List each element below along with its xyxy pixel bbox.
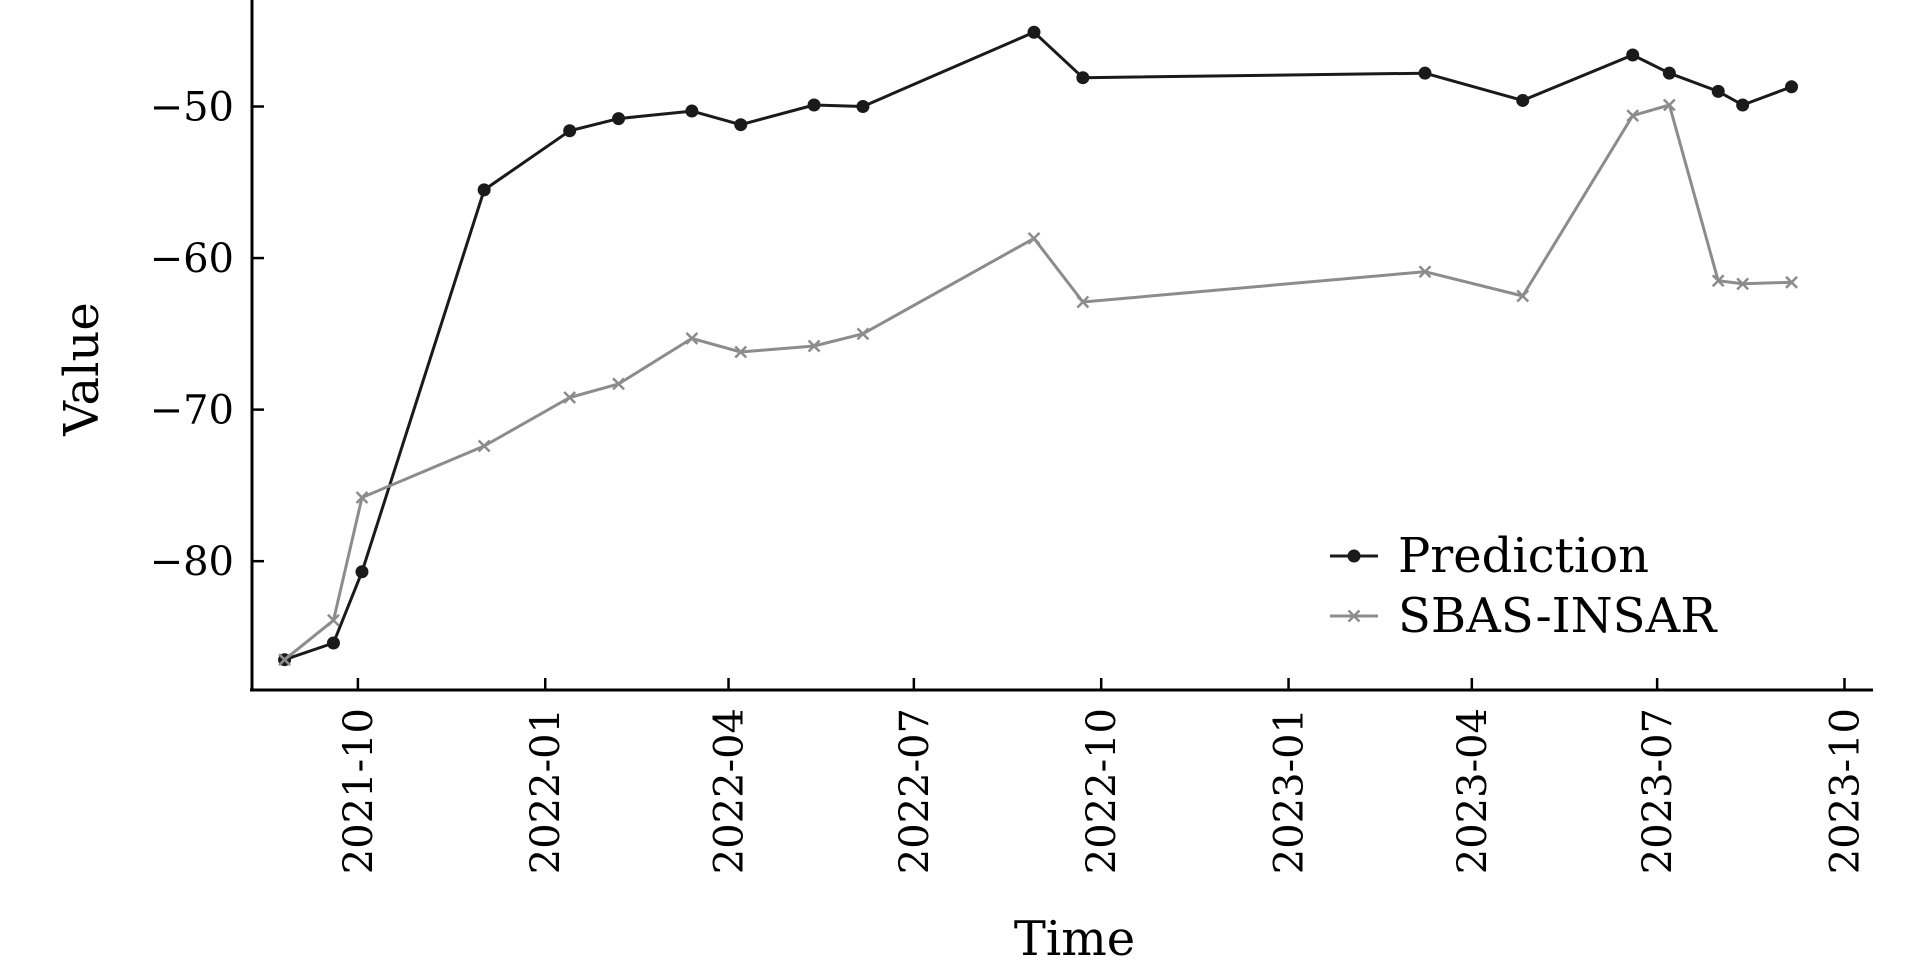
data-point bbox=[1027, 25, 1041, 39]
data-point bbox=[807, 98, 821, 112]
y-axis-ticks: −80 −70 −60 −50 bbox=[150, 85, 264, 585]
series-prediction bbox=[278, 25, 1799, 667]
x-tick-label: 2022-01 bbox=[523, 708, 569, 874]
data-point bbox=[326, 636, 340, 650]
data-point bbox=[734, 345, 748, 359]
data-point bbox=[685, 104, 699, 118]
y-tick-label: −50 bbox=[150, 85, 234, 131]
data-point bbox=[477, 183, 491, 197]
data-point bbox=[1418, 66, 1432, 80]
data-point bbox=[563, 391, 577, 404]
data-point bbox=[1626, 109, 1640, 122]
legend-label: Prediction bbox=[1398, 528, 1649, 584]
data-point bbox=[1662, 66, 1676, 80]
legend-label: SBAS-INSAR bbox=[1398, 588, 1718, 644]
y-tick-label: −70 bbox=[150, 388, 234, 434]
data-point bbox=[1516, 93, 1530, 107]
legend-item: SBAS-INSAR bbox=[1330, 588, 1718, 644]
data-point bbox=[1418, 265, 1432, 279]
data-point bbox=[355, 565, 369, 579]
x-tick-label: 2023-01 bbox=[1267, 708, 1313, 874]
data-point bbox=[1076, 71, 1090, 85]
x-axis-title: Time bbox=[1014, 911, 1135, 967]
y-tick-label: −80 bbox=[150, 539, 234, 585]
data-point bbox=[1626, 48, 1640, 62]
x-tick-label: 2023-07 bbox=[1635, 708, 1681, 874]
data-point bbox=[685, 332, 699, 345]
x-tick-label: 2023-10 bbox=[1822, 708, 1868, 874]
data-point bbox=[1785, 275, 1798, 289]
legend-item: Prediction bbox=[1330, 528, 1649, 584]
data-point bbox=[278, 653, 291, 667]
data-point bbox=[355, 491, 369, 504]
y-tick-label: −60 bbox=[150, 236, 234, 282]
data-point bbox=[856, 100, 870, 114]
data-point bbox=[612, 112, 626, 126]
data-point bbox=[1662, 98, 1676, 112]
legend-marker bbox=[1347, 549, 1361, 563]
x-tick-label: 2022-07 bbox=[892, 708, 938, 874]
data-point bbox=[1076, 295, 1090, 309]
x-axis-ticks: 2021-10 2022-01 2022-04 2022-07 2022-10 2023-… bbox=[336, 678, 1868, 874]
data-point bbox=[1785, 80, 1799, 94]
data-point bbox=[1516, 289, 1530, 303]
data-point bbox=[1736, 277, 1750, 291]
data-point bbox=[563, 124, 577, 138]
series-layer bbox=[278, 25, 1799, 667]
legend-marker bbox=[1347, 609, 1361, 623]
x-tick-label: 2022-10 bbox=[1079, 708, 1125, 874]
data-point bbox=[1711, 84, 1725, 98]
data-point bbox=[807, 339, 821, 353]
data-point bbox=[856, 327, 870, 341]
axes bbox=[250, 0, 1873, 692]
data-point bbox=[477, 439, 491, 453]
data-point bbox=[1736, 98, 1750, 112]
data-point bbox=[612, 377, 625, 391]
y-axis-title: Value bbox=[54, 302, 110, 437]
x-tick-label: 2021-10 bbox=[336, 708, 382, 874]
data-point bbox=[1711, 274, 1725, 288]
data-point bbox=[327, 613, 340, 627]
x-tick-label: 2023-04 bbox=[1450, 708, 1496, 874]
series-sbas-insar bbox=[278, 98, 1798, 667]
x-tick-label: 2022-04 bbox=[707, 708, 753, 874]
data-point bbox=[1027, 231, 1041, 245]
data-point bbox=[734, 118, 748, 132]
